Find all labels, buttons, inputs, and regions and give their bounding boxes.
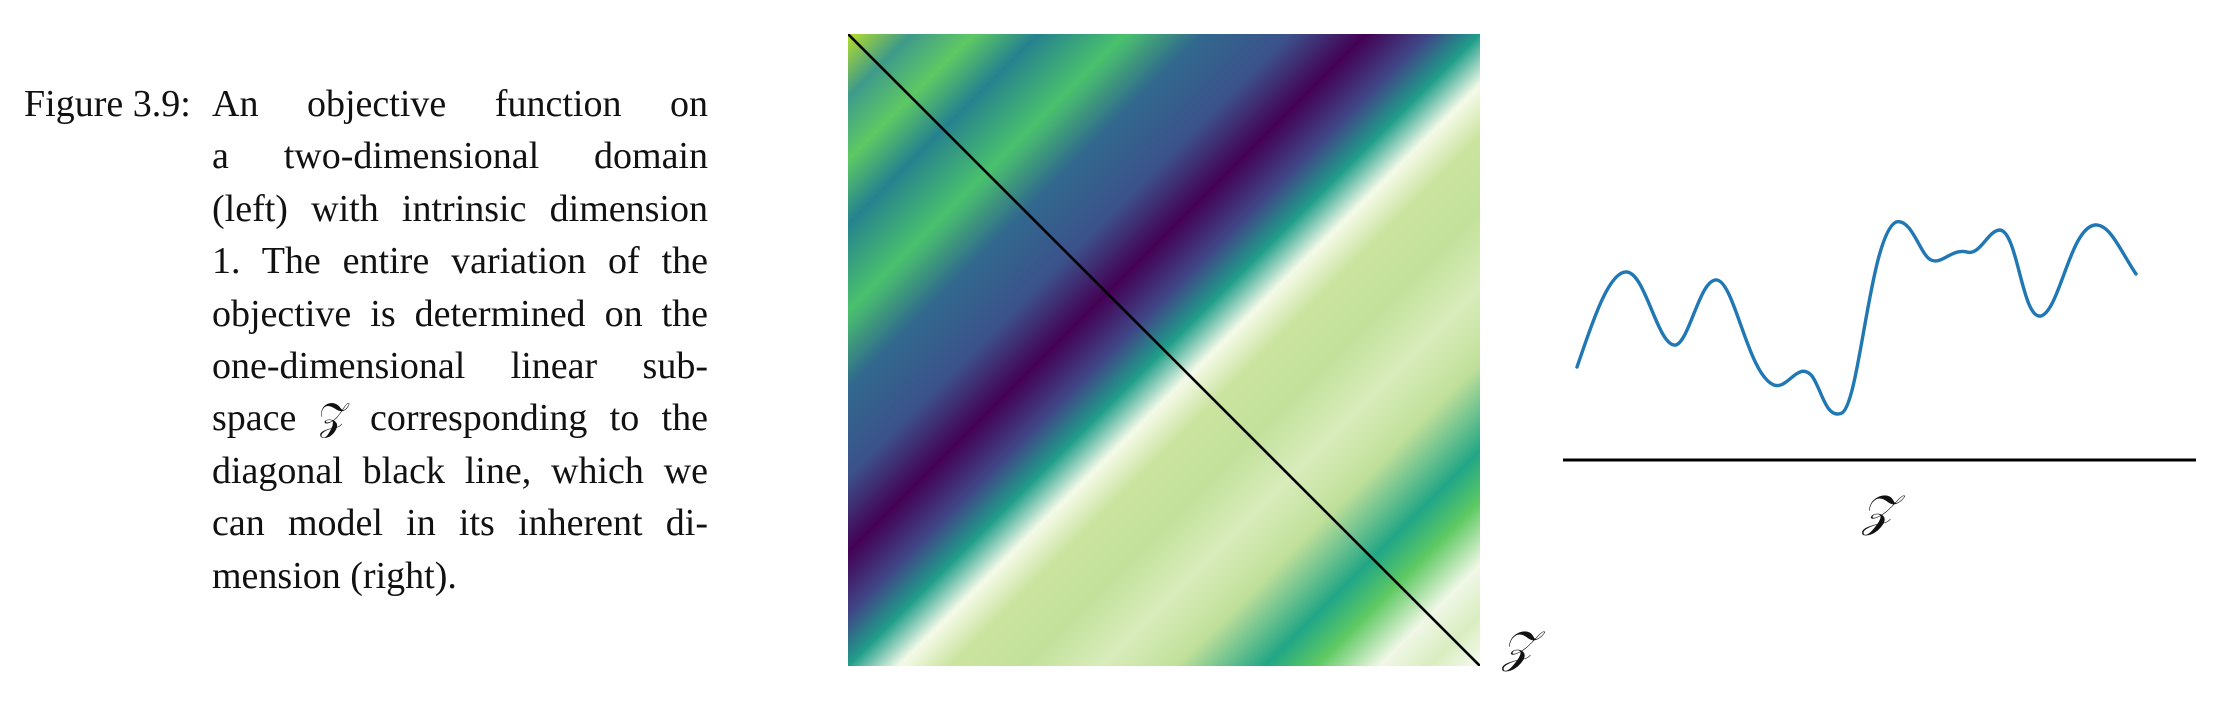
- subspace-line: [848, 34, 1480, 666]
- caption-line: space 𝒵 corresponding to the: [212, 397, 708, 440]
- caption-line: one-dimensional linear sub-: [212, 344, 708, 387]
- caption-line: objective is determined on the: [212, 292, 708, 335]
- heatmap-z-label: 𝒵: [1502, 622, 1536, 673]
- objective-heatmap: [848, 34, 1480, 666]
- caption-line: can model in its inherent di-: [212, 502, 708, 545]
- caption-line: An objective function on: [212, 83, 708, 125]
- caption-line: mension (right).: [212, 554, 457, 597]
- curve-z-axis-label: 𝒵: [1862, 486, 1896, 537]
- caption-line: (left) with intrinsic dimension: [212, 187, 708, 230]
- caption-line: 1. The entire variation of the: [212, 240, 708, 283]
- caption-line: diagonal black line, which we: [212, 449, 708, 492]
- curve-svg: [1563, 220, 2196, 462]
- objective-curve: [1575, 220, 2138, 416]
- caption-label: Figure 3.9:: [24, 83, 191, 125]
- caption-line: a two-dimensional domain: [212, 135, 708, 178]
- heatmap-svg: [848, 34, 1480, 666]
- objective-curve-plot: [1560, 180, 2200, 480]
- caption-body: An objective function on a two-dimension…: [212, 78, 708, 602]
